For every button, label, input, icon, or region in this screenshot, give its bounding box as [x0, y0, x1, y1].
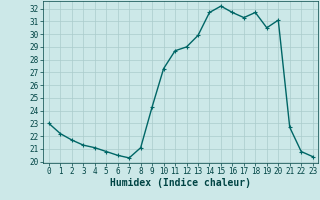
X-axis label: Humidex (Indice chaleur): Humidex (Indice chaleur) — [110, 178, 251, 188]
